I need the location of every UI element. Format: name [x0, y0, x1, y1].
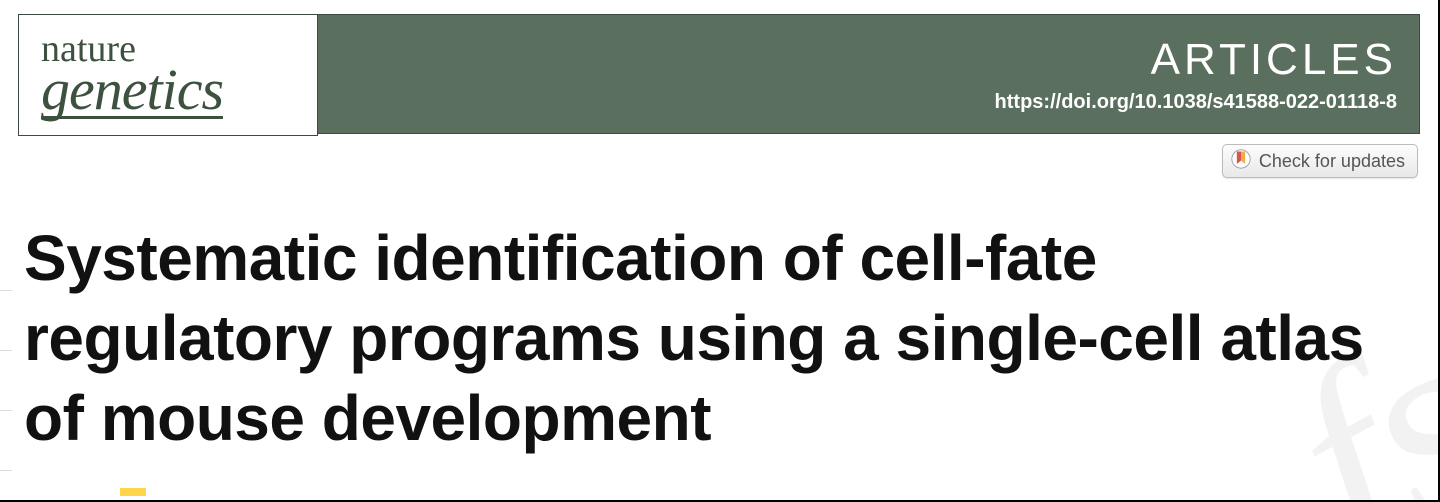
- check-for-updates-button[interactable]: Check for updates: [1222, 144, 1418, 178]
- journal-name-line2: genetics: [41, 65, 223, 119]
- journal-logo-box: nature genetics: [18, 14, 318, 136]
- article-header-region: nature genetics ARTICLES https://doi.org…: [0, 0, 1440, 502]
- banner-right-block: ARTICLES https://doi.org/10.1038/s41588-…: [995, 15, 1397, 133]
- highlight-mark: [120, 488, 146, 496]
- crossmark-icon: [1231, 149, 1251, 174]
- check-for-updates-label: Check for updates: [1259, 151, 1405, 172]
- section-label: ARTICLES: [1151, 35, 1397, 85]
- doi-link[interactable]: https://doi.org/10.1038/s41588-022-01118…: [995, 91, 1397, 114]
- margin-ticks: [0, 260, 14, 500]
- journal-banner: nature genetics ARTICLES https://doi.org…: [18, 14, 1420, 134]
- article-title: Systematic identification of cell-fate r…: [24, 218, 1378, 458]
